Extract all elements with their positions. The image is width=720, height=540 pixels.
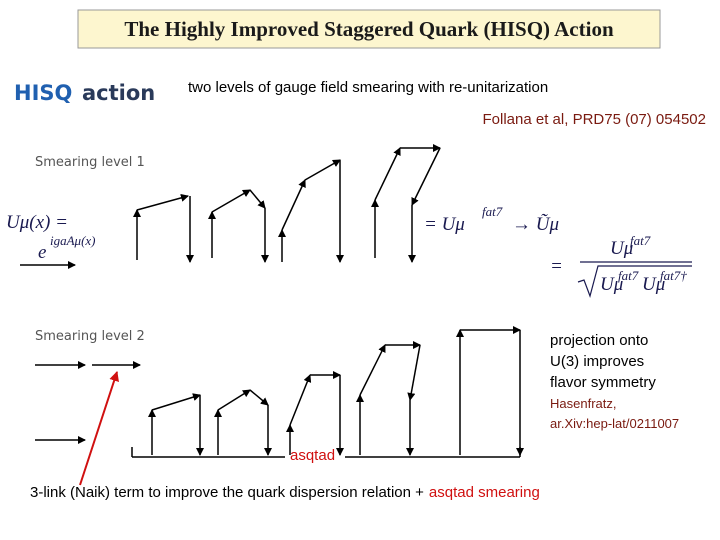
footnote: 3-link (Naik) term to improve the quark …: [30, 484, 540, 501]
formula: fat7: [630, 233, 651, 248]
formula: fat7: [618, 268, 639, 283]
citation-line: ar.Xiv:hep-lat/0211007: [550, 416, 679, 431]
formula: igaAμ(x): [50, 233, 96, 248]
link-arrow: [249, 389, 269, 406]
citation-line: Hasenfratz,: [550, 396, 616, 411]
note-line: projection onto: [550, 332, 648, 349]
link-arrow: [359, 344, 386, 396]
formula: fat7†: [660, 268, 687, 283]
subtitle: two levels of gauge field smearing with …: [188, 79, 548, 96]
formula: Uμ(x) =: [6, 212, 68, 233]
link-arrow: [407, 344, 421, 401]
footnote-part: 3-link (Naik) term to improve the quark …: [30, 484, 424, 501]
title-box: [77, 9, 661, 49]
formula: Uμ: [600, 274, 623, 295]
link-arrow: [151, 393, 201, 411]
logo-action: action: [82, 81, 155, 105]
formula: e: [38, 242, 46, 263]
link-arrow: [374, 147, 401, 201]
formula: → Ũμ: [512, 214, 559, 235]
link-arrow: [136, 193, 189, 211]
link-arrow: [289, 374, 312, 426]
link-arrow: [211, 189, 251, 213]
link-arrow: [411, 147, 441, 206]
sqrt-sign: [577, 265, 692, 298]
link-diagram: [20, 144, 524, 486]
formula: = Uμ: [424, 214, 465, 235]
pointer-arrow: [79, 371, 119, 486]
link-arrow: [281, 179, 306, 231]
title: The Highly Improved Staggered Quark (HIS…: [124, 17, 614, 41]
reference: Follana et al, PRD75 (07) 054502: [483, 111, 706, 128]
logo-hisq: HISQ: [14, 81, 72, 105]
link-arrow: [217, 389, 251, 411]
formula: fat7: [482, 204, 503, 219]
formula: =: [550, 256, 563, 277]
note-line: flavor symmetry: [550, 374, 656, 391]
footnote-part: asqtad smearing: [429, 484, 540, 501]
level-label: Smearing level 2: [35, 329, 145, 344]
formula: Uμ: [642, 274, 665, 295]
level-label: Smearing level 1: [35, 155, 145, 170]
note-line: U(3) improves: [550, 353, 644, 370]
link-arrow: [304, 159, 341, 181]
asqtad-label: asqtad: [290, 447, 335, 464]
formula: Uμ: [610, 238, 633, 259]
link-arrow: [249, 189, 266, 209]
